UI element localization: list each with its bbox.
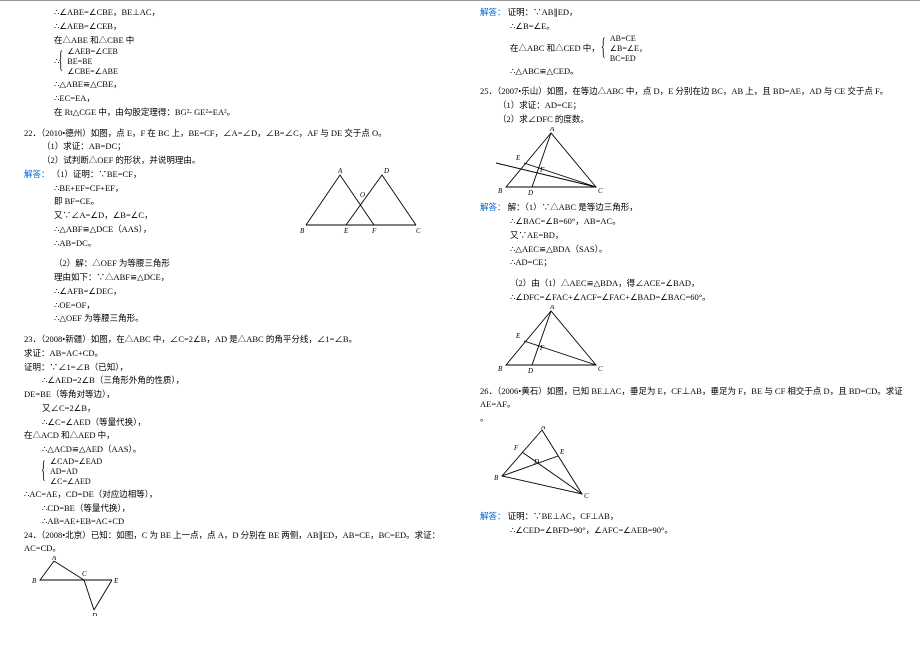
proof-line: ∴△ABC≌△CED。 xyxy=(480,65,904,78)
problem-25: 25．（2007•乐山）如图，在等边△ABC 中，点 D，E 分别在边 BC，A… xyxy=(480,85,904,378)
proof-line: ∴∠C=∠AED（等量代换）， xyxy=(24,416,444,429)
proof-line: 又∵AE=BD， xyxy=(480,229,904,242)
proof-line: ∴△ACD≌△AED（AAS）。 xyxy=(24,443,444,456)
answer-label: 解答： xyxy=(480,511,506,521)
figure-25b: A E F B D C xyxy=(496,305,904,379)
svg-text:A: A xyxy=(51,556,57,562)
svg-text:E: E xyxy=(113,577,119,585)
svg-text:C: C xyxy=(82,570,87,578)
svg-text:B: B xyxy=(498,187,503,195)
svg-text:C: C xyxy=(584,492,589,500)
svg-text:F: F xyxy=(371,227,377,235)
proof-line: ∴∠CED=∠BFD=90°，∠AFC=∠AEB=90°。 xyxy=(480,524,904,537)
proof-line: 在 Rt△CGE 中，由勾股定理得：BG²- GE²=EA²。 xyxy=(24,106,444,119)
question-line: （1）求证：AB=DC； xyxy=(24,140,444,153)
svg-text:D: D xyxy=(533,458,539,466)
problem-title: 22．（2010•德州）如图，点 E，F 在 BC 上，BE=CF，∠A=∠D，… xyxy=(24,127,444,140)
figure-26: A F E D B C xyxy=(492,426,904,510)
question-line: （1）求证：AD=CE； xyxy=(480,99,904,112)
svg-text:B: B xyxy=(498,365,503,373)
problem-title: 25．（2007•乐山）如图，在等边△ABC 中，点 D，E 分别在边 BC，A… xyxy=(480,85,904,98)
proof-line: ∴∠AEB=∠CEB， xyxy=(24,20,444,33)
svg-text:O: O xyxy=(360,191,365,199)
proof-line: ∴∠ABE=∠CBE，BE⊥AC， xyxy=(24,6,444,19)
proof-line: 理由如下：∵△ABF≌△DCE， xyxy=(24,271,444,284)
svg-text:E: E xyxy=(559,448,565,456)
svg-text:F: F xyxy=(539,344,545,352)
problem-title: 23．（2008•新疆）如图，在△ABC 中，∠C=2∠B，AD 是△ABC 的… xyxy=(24,333,444,346)
proof-line: DE=BE（等角对等边）， xyxy=(24,388,444,401)
svg-text:B: B xyxy=(300,227,305,235)
brace-group: ∠CAD=∠EAD AD=AD ∠C=∠AED xyxy=(24,457,444,487)
proof-line: ∴EC=EA， xyxy=(24,92,444,105)
svg-text:B: B xyxy=(494,474,499,482)
answer-label: 解答： xyxy=(480,7,506,17)
svg-text:D: D xyxy=(91,612,97,616)
proof-line: ∴△OEF 为等腰三角形。 xyxy=(24,312,444,325)
figure-24: A B C E D xyxy=(32,556,444,620)
proof-line: （2）解：△OEF 为等腰三角形 xyxy=(24,257,444,270)
svg-text:E: E xyxy=(515,154,521,162)
svg-text:A: A xyxy=(337,167,343,175)
figure-22: A D O B E F C xyxy=(294,167,434,241)
svg-text:D: D xyxy=(383,167,389,175)
proof-line: ∴AC=AE，CD=DE（对应边相等）， xyxy=(24,488,444,501)
svg-text:C: C xyxy=(598,187,603,195)
figure-25a: A E F B D C xyxy=(496,127,904,201)
svg-text:D: D xyxy=(527,367,533,375)
proof-line: ∴OE=OF， xyxy=(24,299,444,312)
answer-label: 解答： xyxy=(480,202,506,212)
punct: 。 xyxy=(480,412,904,425)
problem-title: 26．（2006•黄石）如图，已知 BE⊥AC，垂足为 E，CF⊥AB，垂足为 … xyxy=(480,385,904,411)
problem-22: A D O B E F C 22．（2010•德州）如图，点 E，F 在 BC … xyxy=(24,127,444,326)
svg-text:A: A xyxy=(540,426,546,431)
answer-label: 解答： xyxy=(24,169,50,179)
proof-line: 又∠C=2∠B， xyxy=(24,402,444,415)
svg-text:A: A xyxy=(549,127,555,133)
proof-line: ∴∠BAC=∠B=60°，AB=AC。 xyxy=(480,215,904,228)
proof-line: ∴∠AED=2∠B（三角形外角的性质）， xyxy=(24,374,444,387)
svg-text:D: D xyxy=(527,189,533,197)
answer-row: 解答： 证明：∵BE⊥AC，CF⊥AB， xyxy=(480,510,904,523)
svg-text:C: C xyxy=(416,227,421,235)
proof-line: ∴∠DFC=∠FAC+∠ACF=∠FAC+∠BAD=∠BAC=60°。 xyxy=(480,291,904,304)
right-column: 解答： 证明：∵AB∥ED， ∴∠B=∠E。 在△ABC 和△CED 中， AB… xyxy=(460,0,920,651)
proof-line: ∴CD=BE（等量代换）， xyxy=(24,502,444,515)
proof-line: ∴△AEC≌△BDA（SAS）。 xyxy=(480,243,904,256)
brace-group: ∴ ∠AEB=∠CEB BE=BE ∠CBE=∠ABE xyxy=(24,47,444,77)
svg-text:F: F xyxy=(513,444,519,452)
proof-line: 在△ACD 和△AED 中， xyxy=(24,429,444,442)
svg-text:C: C xyxy=(598,365,603,373)
svg-text:A: A xyxy=(549,305,555,311)
question-line: 求证：AB=AC+CD。 xyxy=(24,347,444,360)
proof-line: ∴∠AFB=∠DEC， xyxy=(24,285,444,298)
proof-line: 在△ABC 和△CED 中， AB=CE ∠B=∠E， BC=ED xyxy=(480,34,904,64)
question-line: （2）试判断△OEF 的形状，并说明理由。 xyxy=(24,154,444,167)
proof-line: ∴AB=AE+EB=AC+CD xyxy=(24,515,444,528)
proof-line: 在△ABE 和△CBE 中 xyxy=(24,34,444,47)
svg-text:F: F xyxy=(539,166,545,174)
proof-line: ∴AD=CE； xyxy=(480,256,904,269)
problem-title: 24．（2008•北京）已知：如图，C 为 BE 上一点，点 A，D 分别在 B… xyxy=(24,529,444,555)
proof-line: （2）由（1）△AEC≌△BDA，得∠ACE=∠BAD， xyxy=(480,277,904,290)
left-column: ∴∠ABE=∠CBE，BE⊥AC， ∴∠AEB=∠CEB， 在△ABE 和△CB… xyxy=(0,0,460,651)
proof-line: 证明：∵∠1=∠B（已知）， xyxy=(24,361,444,374)
svg-text:E: E xyxy=(515,332,521,340)
proof-line: ∴∠B=∠E。 xyxy=(480,20,904,33)
svg-text:B: B xyxy=(32,577,37,585)
svg-text:E: E xyxy=(343,227,349,235)
answer-row: 解答： 解：（1）∵△ABC 是等边三角形， xyxy=(480,201,904,214)
proof-line: ∴△ABE≌△CBE， xyxy=(24,78,444,91)
question-line: （2）求∠DFC 的度数。 xyxy=(480,113,904,126)
answer-row: 解答： 证明：∵AB∥ED， xyxy=(480,6,904,19)
